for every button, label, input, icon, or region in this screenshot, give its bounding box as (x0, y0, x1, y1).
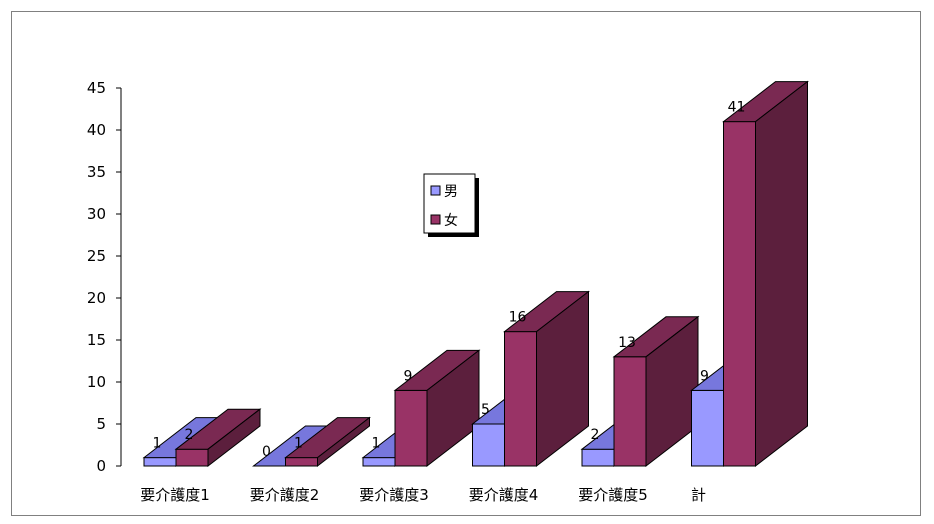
legend-label: 女 (444, 212, 458, 229)
bar-side (536, 290, 589, 468)
legend-swatch (430, 214, 441, 225)
y-tick-label: 25 (87, 247, 106, 265)
legend: 男女 (423, 173, 479, 237)
x-category-label: 要介護度4 (469, 486, 539, 504)
data-label: 13 (618, 335, 636, 351)
bar-front (362, 457, 396, 467)
bar-front (394, 389, 428, 467)
data-label: 9 (700, 368, 709, 384)
y-tick-label: 20 (87, 289, 106, 307)
y-tick-label: 30 (87, 205, 106, 223)
data-label: 0 (262, 444, 271, 460)
y-tick-label: 15 (87, 331, 106, 349)
bar-front (613, 356, 647, 467)
bar-front (175, 448, 209, 467)
legend-swatch (430, 185, 441, 196)
bar-side (317, 416, 370, 468)
x-category-label: 要介護度5 (578, 486, 648, 504)
bar-front (143, 457, 177, 467)
y-tick-label: 35 (87, 163, 106, 181)
data-label: 2 (185, 427, 194, 443)
x-category-label: 計 (691, 486, 706, 504)
bar-front (723, 121, 756, 467)
data-label: 1 (153, 436, 162, 452)
y-tick-label: 5 (96, 415, 106, 433)
y-tick-label: 40 (87, 121, 106, 139)
data-label: 16 (509, 310, 527, 326)
bar-side (755, 80, 808, 468)
x-category-label: 要介護度2 (250, 486, 320, 504)
x-category-label: 要介護度1 (140, 486, 210, 504)
data-label: 1 (372, 436, 381, 452)
y-axis: 0 5 10 15 20 25 30 35 40 45 (87, 79, 122, 475)
y-tick-label: 10 (87, 373, 106, 391)
data-label: 2 (591, 427, 600, 443)
labels: 1 2 要介護度1 0 1 要介護度2 1 9 要介護度3 5 16 要介護度4 2 13 要介護度5 9 41… (140, 100, 745, 504)
bar-front (581, 448, 615, 467)
legend-label: 男 (444, 184, 458, 200)
data-label: 5 (481, 402, 490, 418)
bar-front (691, 389, 724, 467)
data-label: 1 (294, 436, 303, 452)
bar-front (472, 423, 505, 467)
data-label: 9 (404, 368, 413, 384)
y-tick-label: 45 (87, 79, 106, 97)
y-tick-label: 0 (96, 457, 106, 475)
bar-side (207, 408, 261, 468)
bar-front (504, 331, 537, 467)
data-label: 41 (728, 100, 746, 116)
bar-front (285, 457, 318, 467)
x-category-label: 要介護度3 (359, 486, 429, 504)
bars (142, 80, 809, 468)
